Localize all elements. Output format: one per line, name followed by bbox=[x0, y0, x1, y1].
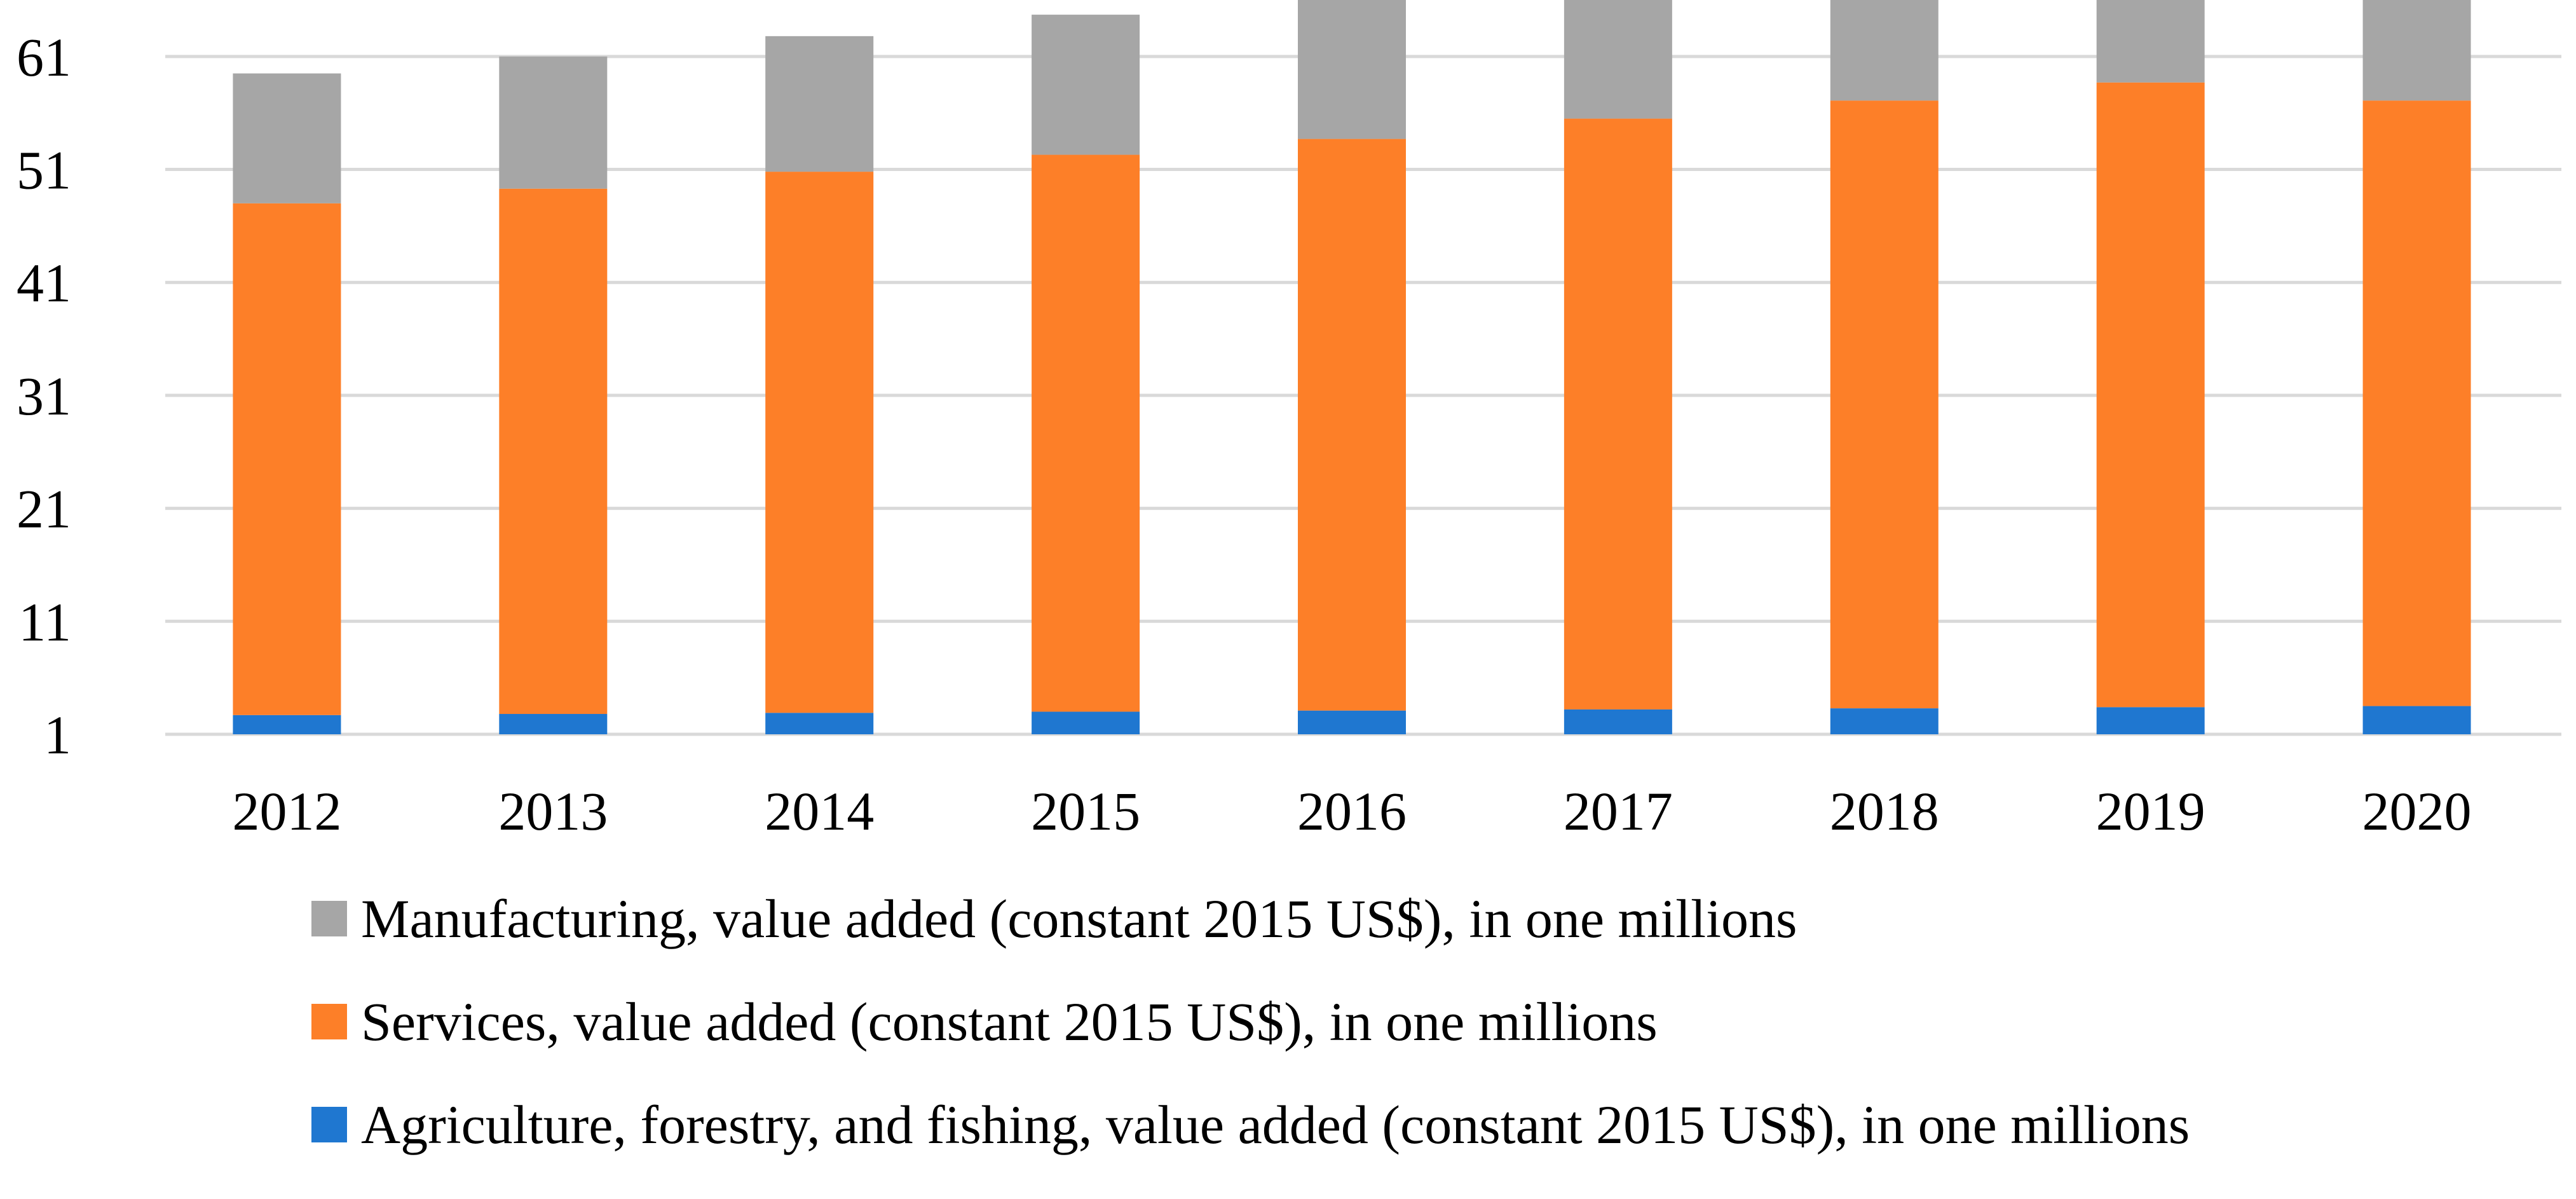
bar-2018-series-0 bbox=[1830, 708, 1939, 734]
legend-swatch-services bbox=[311, 1004, 347, 1039]
bar-2017-series-2 bbox=[1564, 0, 1672, 119]
y-tick-label: 31 bbox=[17, 366, 71, 427]
bar-2014-series-0 bbox=[765, 713, 874, 734]
x-axis-ticks: 2012 2013 2014 2015 2016 2017 2018 2019 2020 bbox=[232, 781, 2471, 842]
x-tick-label: 2019 bbox=[2096, 781, 2205, 842]
legend-item-agriculture: Agriculture, forestry, and fishing, valu… bbox=[311, 1096, 2190, 1153]
bar-2017-series-0 bbox=[1564, 709, 1672, 734]
bar-2014-series-2 bbox=[765, 36, 874, 172]
bar-2014-series-1 bbox=[765, 172, 874, 713]
y-tick-label: 21 bbox=[17, 479, 71, 540]
x-tick-label: 2015 bbox=[1031, 781, 1140, 842]
legend-item-services: Services, value added (constant 2015 US$… bbox=[311, 993, 2190, 1050]
bars bbox=[233, 0, 2471, 734]
bar-2020-series-2 bbox=[2362, 0, 2471, 101]
bar-2016-series-1 bbox=[1298, 139, 1406, 711]
bar-2020-series-0 bbox=[2362, 706, 2471, 734]
bar-2013-series-1 bbox=[499, 188, 608, 715]
legend-label-manufacturing: Manufacturing, value added (constant 201… bbox=[361, 888, 1797, 949]
legend-swatch-manufacturing bbox=[311, 901, 347, 936]
bar-2016-series-2 bbox=[1298, 0, 1406, 139]
y-tick-label: 51 bbox=[17, 140, 71, 201]
bar-2015-series-2 bbox=[1032, 15, 1140, 155]
x-tick-label: 2018 bbox=[1830, 781, 1939, 842]
x-tick-label: 2013 bbox=[498, 781, 608, 842]
bar-2013-series-0 bbox=[499, 714, 608, 734]
legend-swatch-agriculture bbox=[311, 1107, 347, 1142]
bar-2013-series-2 bbox=[499, 56, 608, 189]
x-tick-label: 2012 bbox=[232, 781, 341, 842]
x-tick-label: 2016 bbox=[1297, 781, 1407, 842]
bar-2012-series-0 bbox=[233, 715, 341, 734]
legend-label-services: Services, value added (constant 2015 US$… bbox=[361, 991, 1658, 1052]
bar-2012-series-2 bbox=[233, 73, 341, 203]
y-tick-label: 61 bbox=[17, 27, 71, 88]
bar-2019-series-2 bbox=[2096, 0, 2205, 83]
bar-2016-series-0 bbox=[1298, 710, 1406, 734]
x-tick-label: 2014 bbox=[765, 781, 874, 842]
y-tick-label: 41 bbox=[17, 252, 71, 313]
bar-2015-series-1 bbox=[1032, 154, 1140, 712]
bar-2015-series-0 bbox=[1032, 711, 1140, 734]
bar-2019-series-1 bbox=[2096, 82, 2205, 708]
bar-2012-series-1 bbox=[233, 203, 341, 715]
bar-2018-series-2 bbox=[1830, 0, 1939, 101]
y-tick-label: 11 bbox=[18, 591, 71, 652]
legend-item-manufacturing: Manufacturing, value added (constant 201… bbox=[311, 890, 2190, 947]
legend: Manufacturing, value added (constant 201… bbox=[311, 890, 2190, 1199]
y-tick-label: 1 bbox=[44, 704, 71, 765]
bar-2017-series-1 bbox=[1564, 118, 1672, 709]
x-tick-label: 2017 bbox=[1564, 781, 1673, 842]
bar-2019-series-0 bbox=[2096, 707, 2205, 734]
bar-2020-series-1 bbox=[2362, 100, 2471, 706]
x-tick-label: 2020 bbox=[2362, 781, 2472, 842]
bar-2018-series-1 bbox=[1830, 100, 1939, 709]
legend-label-agriculture: Agriculture, forestry, and fishing, valu… bbox=[361, 1094, 2190, 1155]
